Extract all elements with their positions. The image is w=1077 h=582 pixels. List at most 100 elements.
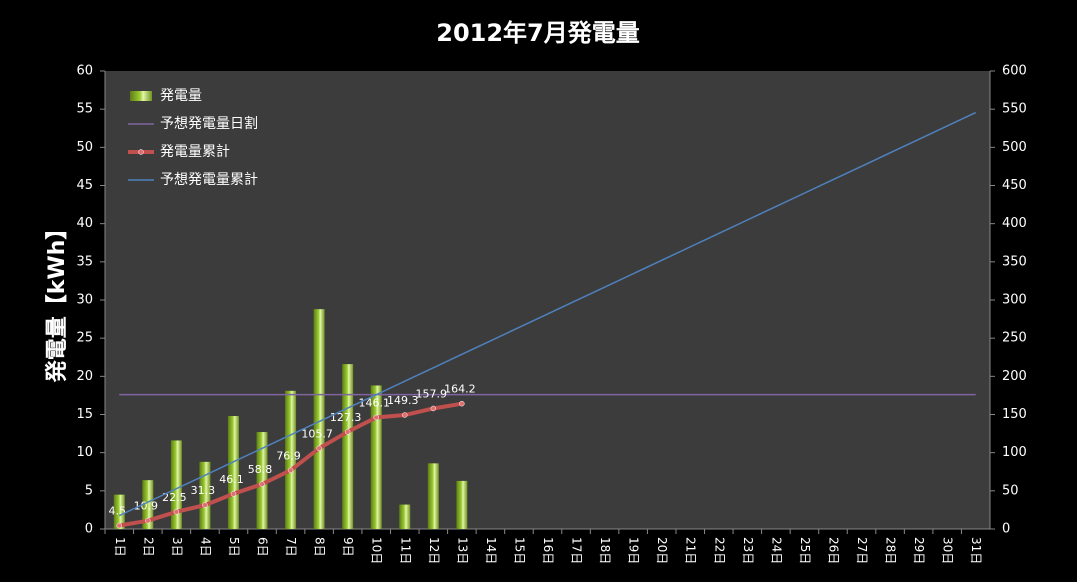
bar: [313, 309, 325, 529]
bar: [456, 480, 468, 529]
y-tick-label: 5: [85, 483, 93, 498]
x-tick-label: 26日: [826, 537, 840, 564]
x-tick-label: 2日: [141, 537, 155, 557]
bar: [256, 432, 268, 529]
legend-label: 発電量累計: [160, 144, 230, 160]
line-marker: [316, 445, 322, 452]
x-tick-label: 15日: [512, 537, 526, 564]
x-tick-label: 18日: [598, 537, 612, 564]
y2-tick-label: 0: [1002, 522, 1010, 537]
y-tick-label: 50: [76, 140, 93, 155]
y2-tick-label: 600: [1002, 64, 1027, 79]
data-label: 76.9: [276, 449, 301, 462]
y2-tick-label: 550: [1002, 102, 1027, 117]
x-tick-label: 7日: [284, 537, 298, 557]
x-tick-label: 17日: [570, 537, 584, 564]
x-tick-label: 12日: [427, 537, 441, 564]
bar: [285, 390, 297, 529]
x-tick-label: 9日: [341, 537, 355, 557]
line-marker: [402, 412, 408, 418]
chart-title: 2012年7月発電量: [436, 19, 640, 47]
bar: [399, 504, 411, 529]
bar: [370, 385, 382, 529]
y2-tick-label: 400: [1002, 216, 1027, 231]
line-marker: [230, 491, 237, 497]
x-tick-label: 10日: [370, 537, 384, 564]
data-label: 22.5: [162, 491, 187, 504]
bar: [342, 364, 354, 529]
data-label: 157.9: [416, 387, 448, 400]
legend-label: 予想発電量累計: [160, 172, 258, 188]
y2-tick-label: 50: [1002, 483, 1019, 498]
x-tick-label: 20日: [655, 537, 669, 564]
line-marker: [287, 467, 294, 474]
y-axis-label: 発電量【kWh】: [45, 218, 70, 384]
x-tick-label: 28日: [884, 537, 898, 564]
x-tick-label: 5日: [227, 537, 241, 557]
line-marker: [116, 522, 123, 529]
line-marker: [373, 414, 379, 421]
y-tick-label: 45: [76, 178, 93, 193]
data-label: 127.3: [330, 411, 362, 424]
bar: [227, 416, 239, 529]
line-marker: [145, 517, 151, 524]
data-label: 146.1: [358, 396, 390, 409]
bar: [142, 480, 154, 529]
y-tick-label: 20: [76, 369, 93, 384]
y2-tick-label: 350: [1002, 254, 1027, 269]
bar: [113, 494, 125, 529]
y2-tick-label: 250: [1002, 331, 1027, 346]
line-marker: [430, 405, 437, 412]
y2-tick-label: 100: [1002, 445, 1027, 460]
x-tick-label: 3日: [170, 537, 184, 557]
y2-tick-label: 200: [1002, 369, 1027, 384]
x-tick-label: 13日: [455, 537, 469, 564]
legend-label: 発電量: [160, 88, 202, 104]
x-tick-label: 19日: [627, 537, 641, 564]
data-label: 105.7: [301, 427, 333, 440]
y2-tick-label: 150: [1002, 407, 1027, 422]
data-label: 164.2: [444, 383, 476, 396]
x-tick-label: 11日: [398, 537, 412, 564]
line-marker: [259, 481, 265, 487]
x-tick-label: 22日: [712, 537, 726, 564]
x-tick-label: 25日: [798, 537, 812, 564]
data-label: 4.5: [109, 505, 127, 518]
legend-swatch: [130, 91, 152, 101]
x-tick-label: 4日: [198, 537, 212, 557]
data-label: 149.3: [387, 394, 419, 407]
data-label: 10.9: [134, 500, 159, 513]
line-marker: [459, 400, 465, 407]
x-tick-label: 1日: [113, 537, 127, 557]
legend-marker: [138, 149, 144, 155]
y2-tick-label: 300: [1002, 293, 1027, 308]
y-tick-label: 0: [85, 522, 93, 537]
y-tick-label: 60: [76, 64, 93, 79]
y-tick-label: 25: [76, 331, 93, 346]
line-marker: [173, 509, 180, 515]
x-tick-label: 8日: [313, 537, 327, 557]
y-tick-label: 40: [76, 216, 93, 231]
line-marker: [344, 429, 351, 435]
legend-label: 予想発電量日割: [160, 115, 258, 132]
y-tick-label: 15: [76, 407, 93, 422]
x-tick-label: 14日: [484, 537, 498, 564]
y-tick-label: 10: [76, 445, 93, 460]
x-tick-label: 24日: [769, 537, 783, 564]
y-tick-label: 30: [76, 293, 93, 308]
data-label: 58.8: [248, 463, 273, 476]
x-tick-label: 23日: [741, 537, 755, 564]
x-tick-label: 6日: [256, 537, 270, 557]
x-tick-label: 29日: [912, 537, 926, 564]
x-tick-label: 21日: [684, 537, 698, 564]
x-tick-label: 27日: [855, 537, 869, 564]
line: [118, 111, 977, 517]
y2-tick-label: 450: [1002, 178, 1027, 193]
x-tick-label: 31日: [969, 537, 983, 564]
data-label: 46.1: [219, 473, 244, 486]
x-tick-label: 30日: [941, 537, 955, 564]
line-marker: [202, 502, 208, 508]
data-label: 31.3: [191, 484, 216, 497]
bar: [170, 440, 182, 529]
